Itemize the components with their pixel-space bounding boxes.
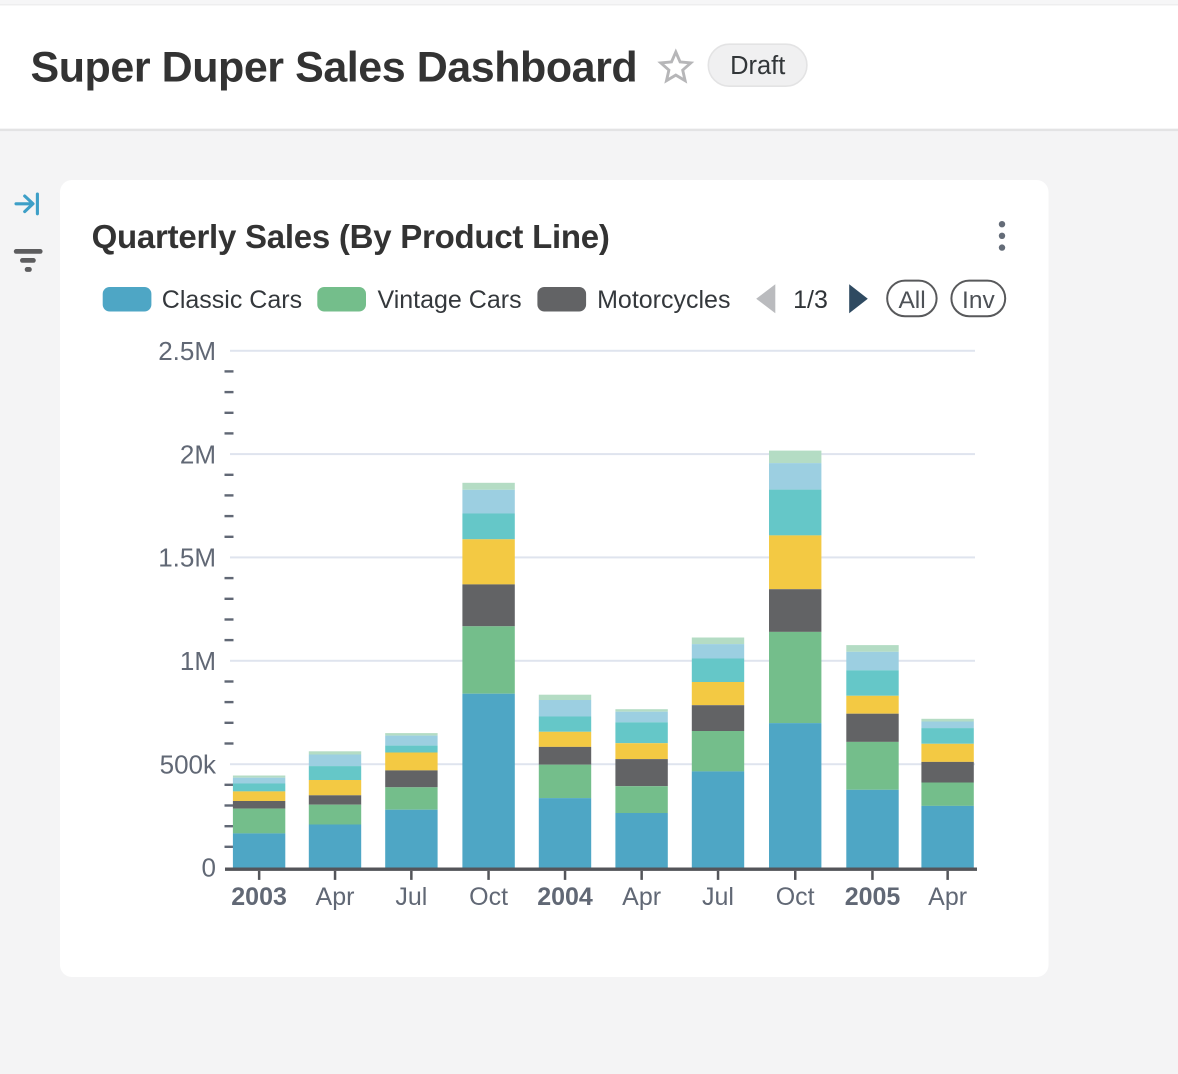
svg-text:1.5M: 1.5M xyxy=(158,543,216,573)
svg-text:Jul: Jul xyxy=(702,883,734,911)
svg-text:Apr: Apr xyxy=(622,883,661,911)
svg-text:500k: 500k xyxy=(160,749,217,779)
svg-text:Vintage Cars: Vintage Cars xyxy=(378,286,522,314)
svg-text:0: 0 xyxy=(202,853,216,883)
svg-text:Apr: Apr xyxy=(928,883,967,911)
svg-text:Jul: Jul xyxy=(395,883,427,911)
svg-text:1/3: 1/3 xyxy=(793,286,828,314)
svg-text:2005: 2005 xyxy=(845,883,901,911)
svg-text:Oct: Oct xyxy=(469,883,508,911)
svg-text:All: All xyxy=(898,287,925,314)
svg-text:Classic Cars: Classic Cars xyxy=(162,286,302,314)
svg-text:Oct: Oct xyxy=(776,883,815,911)
svg-text:Apr: Apr xyxy=(316,883,355,911)
svg-text:2004: 2004 xyxy=(537,883,593,911)
svg-text:2.5M: 2.5M xyxy=(158,336,216,366)
svg-text:2003: 2003 xyxy=(231,883,287,911)
svg-text:Quarterly Sales (By Product Li: Quarterly Sales (By Product Line) xyxy=(92,218,610,255)
svg-text:2M: 2M xyxy=(180,439,216,469)
svg-text:1M: 1M xyxy=(180,646,216,676)
svg-text:Super Duper Sales Dashboard: Super Duper Sales Dashboard xyxy=(31,44,638,92)
svg-text:Inv: Inv xyxy=(962,287,995,314)
svg-text:Motorcycles: Motorcycles xyxy=(597,286,730,314)
svg-text:Draft: Draft xyxy=(730,52,785,80)
